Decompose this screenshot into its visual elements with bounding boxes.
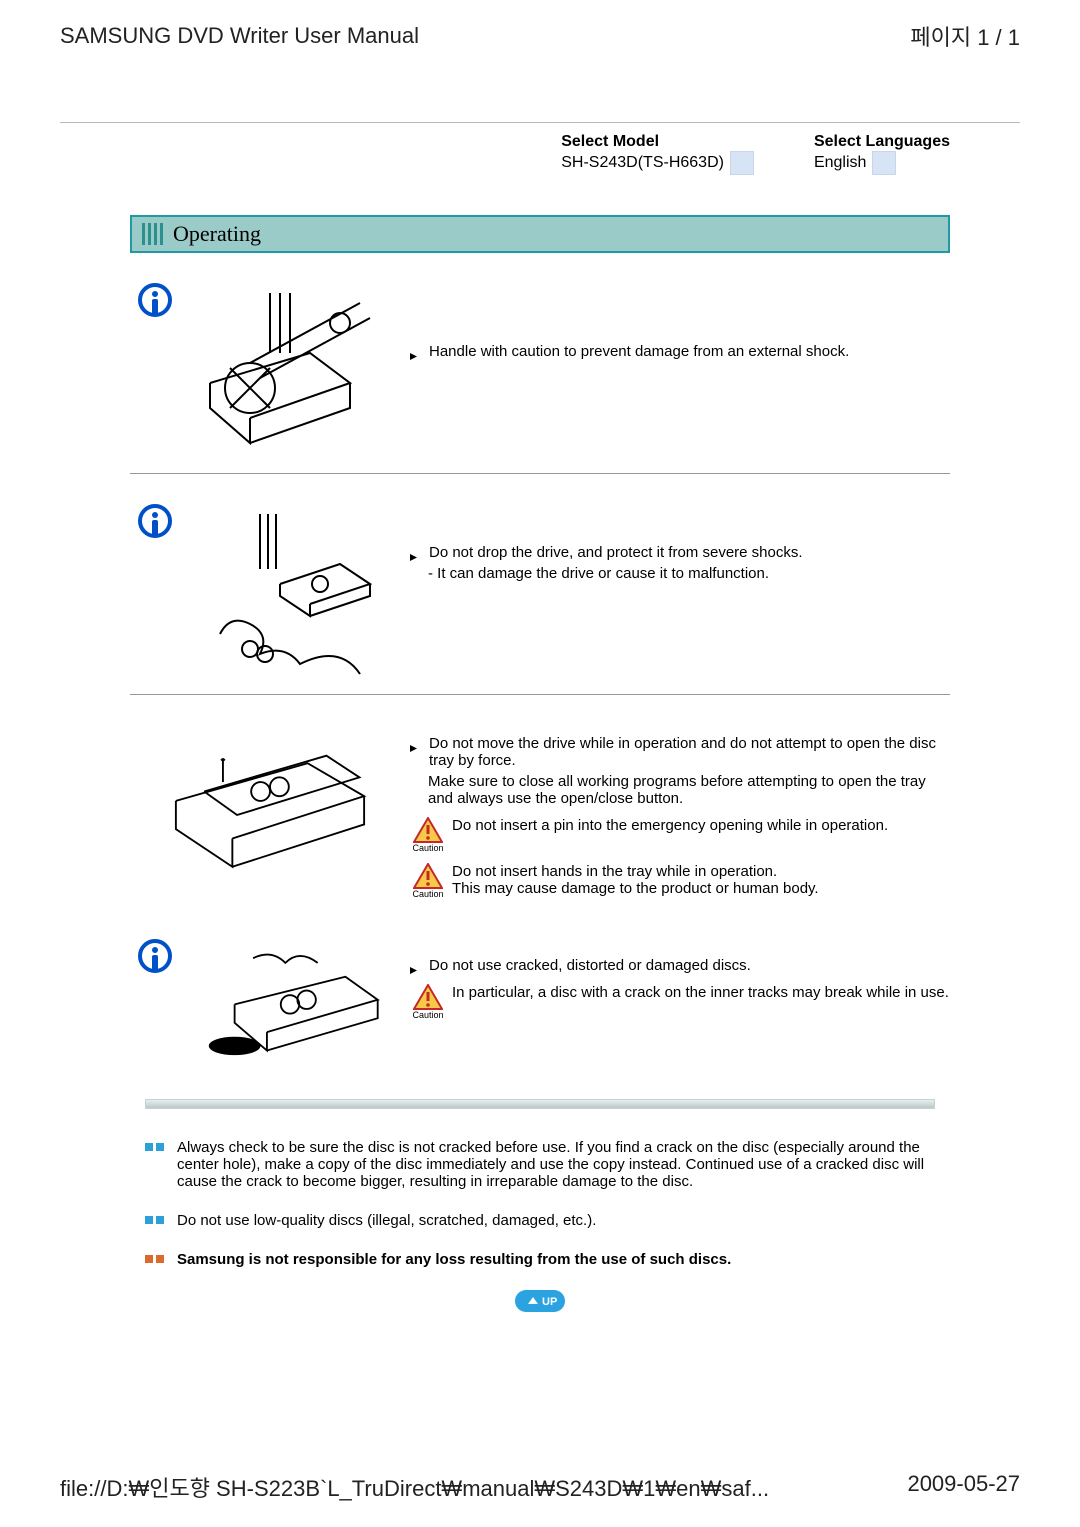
caution-icon	[413, 863, 443, 889]
item-subtext: - It can damage the drive or cause it to…	[410, 565, 950, 582]
illustration	[130, 725, 390, 895]
caution-label: Caution	[410, 889, 446, 899]
operating-item: Do not move the drive while in operation…	[130, 695, 950, 909]
select-model-value: SH-S243D(TS-H663D)	[561, 154, 724, 172]
item-text: Do not drop the drive, and protect it fr…	[429, 544, 803, 561]
operating-item: Handle with caution to prevent damage fr…	[130, 253, 950, 473]
info-icon	[138, 504, 172, 538]
page-footer: file://D:₩인도향 SH-S223B`L_TruDirect₩manua…	[60, 1471, 1020, 1503]
page-indicator: 페이지 1 / 1	[910, 20, 1020, 52]
gradient-divider	[145, 1099, 935, 1109]
caution-text: Do not insert hands in the tray while in…	[452, 863, 950, 897]
note-text: Samsung is not responsible for any loss …	[177, 1251, 935, 1268]
note-line: Always check to be sure the disc is not …	[145, 1139, 935, 1190]
info-icon	[138, 283, 172, 317]
caution-icon	[413, 984, 443, 1010]
select-model-box-icon[interactable]	[730, 151, 754, 175]
item-text: Do not use cracked, distorted or damaged…	[429, 957, 751, 974]
item-text-2: Make sure to close all working programs …	[410, 773, 950, 807]
note-text: Always check to be sure the disc is not …	[177, 1139, 935, 1190]
section-title: Operating	[173, 221, 261, 247]
square-bullet-icon	[145, 1139, 167, 1190]
item-text: Do not move the drive while in operation…	[429, 735, 950, 769]
section-bars-icon	[142, 223, 163, 245]
illustration	[130, 504, 390, 684]
info-icon	[138, 939, 172, 973]
doc-title: SAMSUNG DVD Writer User Manual	[60, 23, 419, 49]
select-model[interactable]: Select Model SH-S243D(TS-H663D)	[561, 133, 754, 175]
up-label: UP	[542, 1296, 557, 1308]
caution-label: Caution	[410, 1010, 446, 1020]
section-header: Operating	[130, 215, 950, 253]
caution-text: In particular, a disc with a crack on th…	[452, 984, 950, 1001]
operating-item: Do not use cracked, distorted or damaged…	[130, 909, 950, 1079]
caution-row: Caution In particular, a disc with a cra…	[410, 984, 950, 1020]
select-language-box-icon[interactable]	[872, 151, 896, 175]
caution-label: Caution	[410, 843, 446, 853]
up-button[interactable]: UP	[515, 1290, 565, 1312]
caution-row: Caution Do not insert hands in the tray …	[410, 863, 950, 899]
note-text: Do not use low-quality discs (illegal, s…	[177, 1212, 935, 1229]
note-line: Samsung is not responsible for any loss …	[145, 1251, 935, 1268]
item-description: Do not drop the drive, and protect it fr…	[410, 504, 950, 684]
item-text: Handle with caution to prevent damage fr…	[429, 343, 849, 360]
footer-path: file://D:₩인도향 SH-S223B`L_TruDirect₩manua…	[60, 1471, 769, 1503]
illustration	[130, 283, 390, 463]
square-bullet-icon	[145, 1212, 167, 1229]
operating-item: Do not drop the drive, and protect it fr…	[130, 474, 950, 694]
caution-row: Caution Do not insert a pin into the eme…	[410, 817, 950, 853]
square-bullet-icon	[145, 1251, 167, 1268]
caution-icon	[413, 817, 443, 843]
footer-date: 2009-05-27	[907, 1471, 1020, 1503]
item-description: Handle with caution to prevent damage fr…	[410, 283, 950, 463]
note-line: Do not use low-quality discs (illegal, s…	[145, 1212, 935, 1229]
select-language[interactable]: Select Languages English	[814, 133, 950, 175]
select-language-label: Select Languages	[814, 133, 950, 151]
select-language-value: English	[814, 154, 866, 172]
select-model-label: Select Model	[561, 133, 754, 151]
item-description: Do not move the drive while in operation…	[410, 725, 950, 899]
page-header: SAMSUNG DVD Writer User Manual 페이지 1 / 1	[60, 20, 1020, 52]
item-description: Do not use cracked, distorted or damaged…	[410, 939, 950, 1069]
divider	[60, 122, 1020, 123]
illustration	[130, 939, 390, 1069]
caution-text: Do not insert a pin into the emergency o…	[452, 817, 950, 834]
